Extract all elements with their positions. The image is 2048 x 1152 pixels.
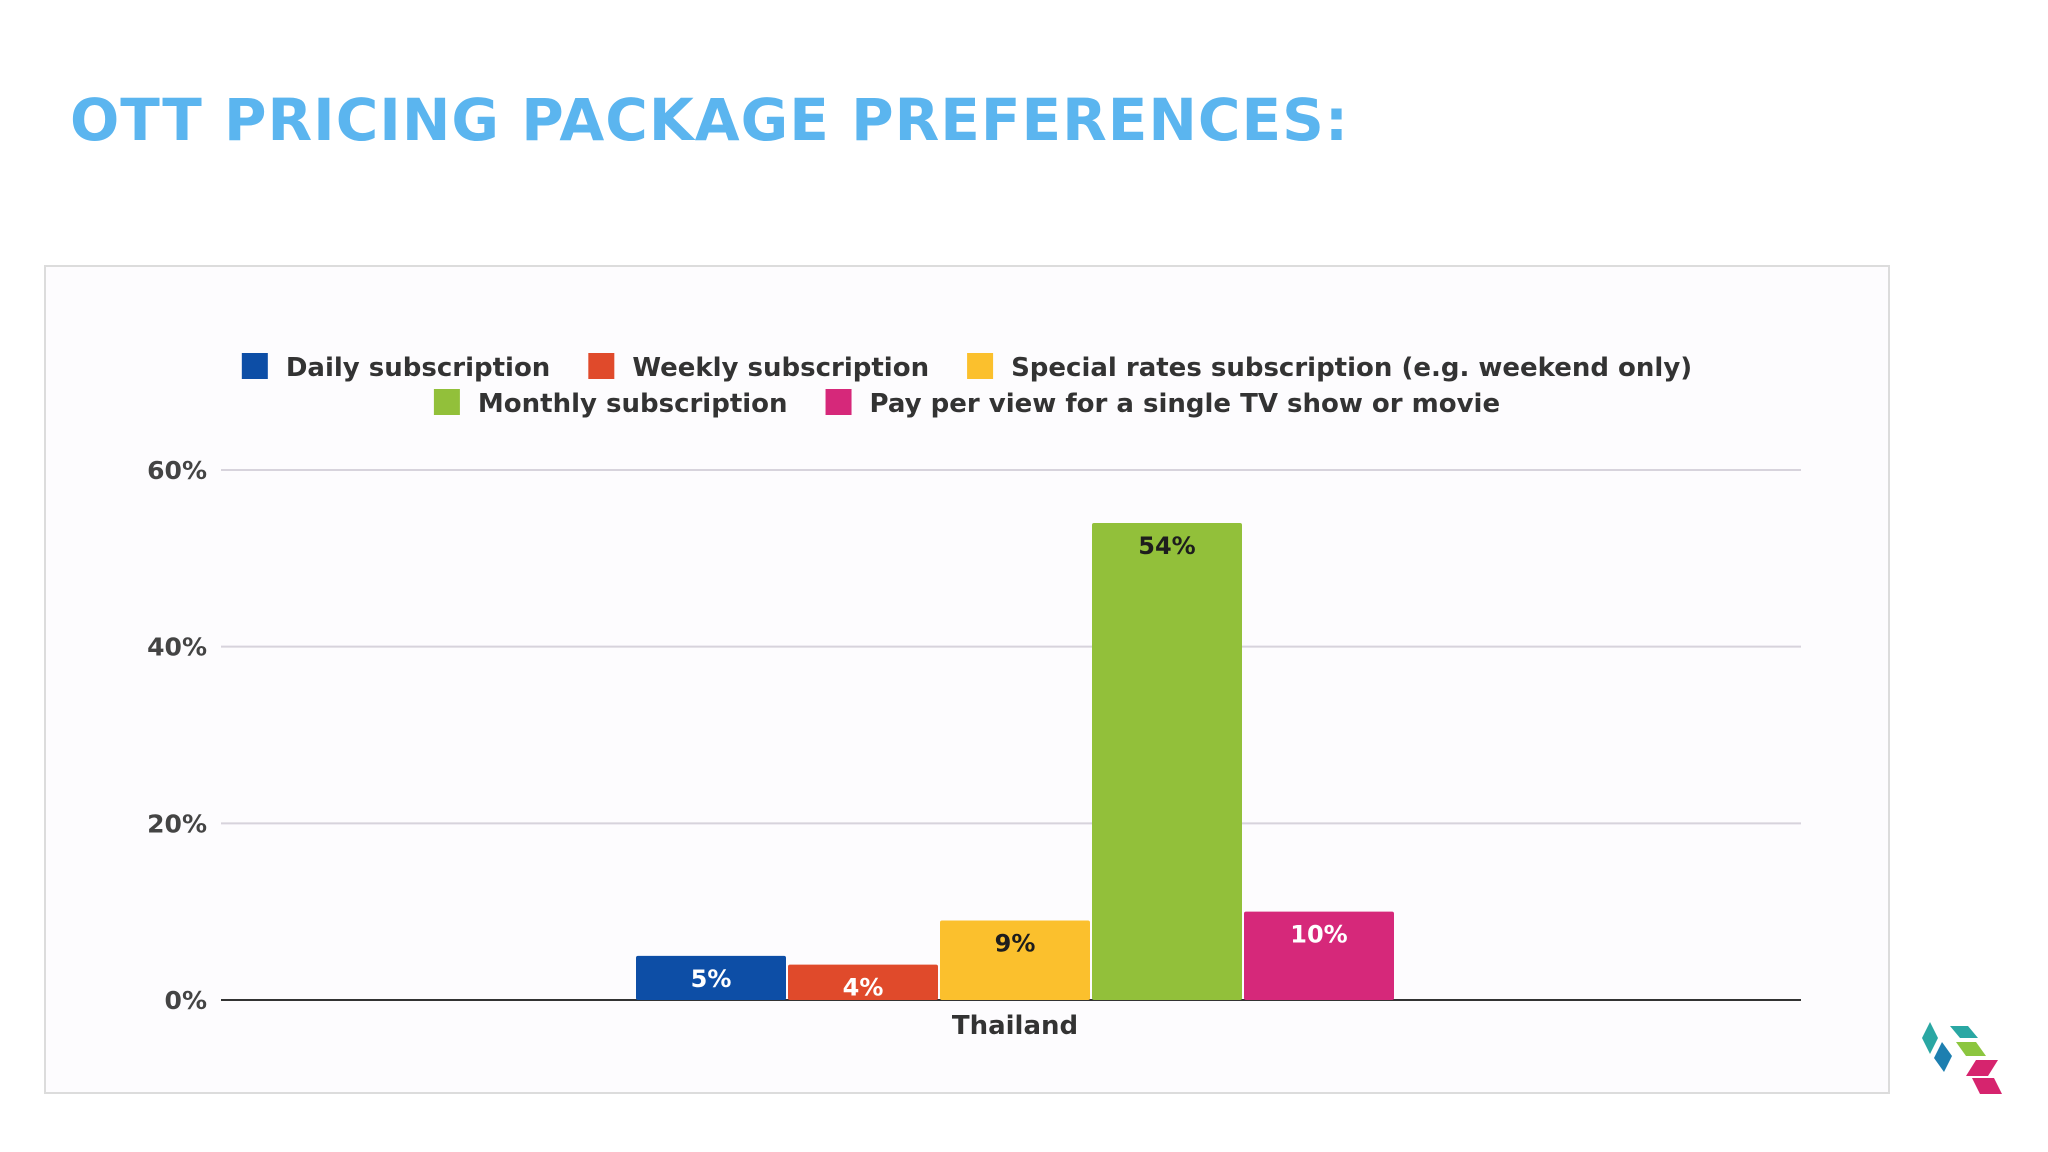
x-axis-ticks: Thailand <box>952 1011 1078 1041</box>
legend-swatch <box>825 389 852 415</box>
bar-pay-per-view-for-a-single-tv-show-or-movie[interactable] <box>1244 911 1394 1000</box>
data-label-monthly-subscription: 54% <box>1138 532 1195 560</box>
y-tick-label: 0% <box>165 986 207 1015</box>
legend-item-special-rates-subscription-e-g-weekend-only: Special rates subscription (e.g. weekend… <box>967 353 1692 383</box>
legend-item-weekly-subscription: Weekly subscription <box>588 353 929 383</box>
legend-item-monthly-subscription: Monthly subscription <box>433 389 788 419</box>
chart-bars: 5% 4% 9% 54% 10% <box>636 523 1394 1002</box>
bar-daily-subscription[interactable] <box>636 955 786 1000</box>
bar-chart: Daily subscription Weekly subscription Spe… <box>147 353 1801 1041</box>
y-tick-label: 60% <box>147 456 207 485</box>
legend-label: Monthly subscription <box>478 389 788 419</box>
bar-special-rates-subscription-e-g-weekend-only[interactable] <box>940 920 1090 1001</box>
legend-item-daily-subscription: Daily subscription <box>241 353 551 383</box>
legend-label: Weekly subscription <box>632 353 929 383</box>
slide-title: OTT PRICING PACKAGE PREFERENCES: <box>70 86 1350 154</box>
colorful-cube-logo-icon <box>1922 1022 2002 1094</box>
legend-label: Daily subscription <box>286 353 551 383</box>
chart-panel: Daily subscription Weekly subscription Spe… <box>44 265 1890 1094</box>
y-axis-ticks: 0% 20% 40% 60% <box>147 456 207 1015</box>
x-tick-label: Thailand <box>952 1011 1078 1041</box>
data-label-weekly-subscription: 4% <box>843 974 884 1002</box>
data-label-special-rates-subscription-e-g-weekend-only: 9% <box>995 930 1036 958</box>
legend-swatch <box>241 353 268 379</box>
legend-swatch <box>433 389 460 415</box>
bar-monthly-subscription[interactable] <box>1092 523 1242 1000</box>
chart-legend: Daily subscription Weekly subscription Spe… <box>241 353 1692 419</box>
legend-swatch <box>967 353 994 379</box>
y-tick-label: 40% <box>147 633 207 662</box>
bar-weekly-subscription[interactable] <box>788 964 938 1000</box>
legend-item-pay-per-view-for-a-single-tv-show-or-movie: Pay per view for a single TV show or mov… <box>825 389 1501 419</box>
y-tick-label: 20% <box>147 809 207 838</box>
legend-label: Special rates subscription (e.g. weekend… <box>1011 353 1692 383</box>
data-label-daily-subscription: 5% <box>691 965 732 993</box>
legend-label: Pay per view for a single TV show or mov… <box>870 389 1501 419</box>
legend-swatch <box>588 353 615 379</box>
data-label-pay-per-view-for-a-single-tv-show-or-movie: 10% <box>1290 921 1347 949</box>
